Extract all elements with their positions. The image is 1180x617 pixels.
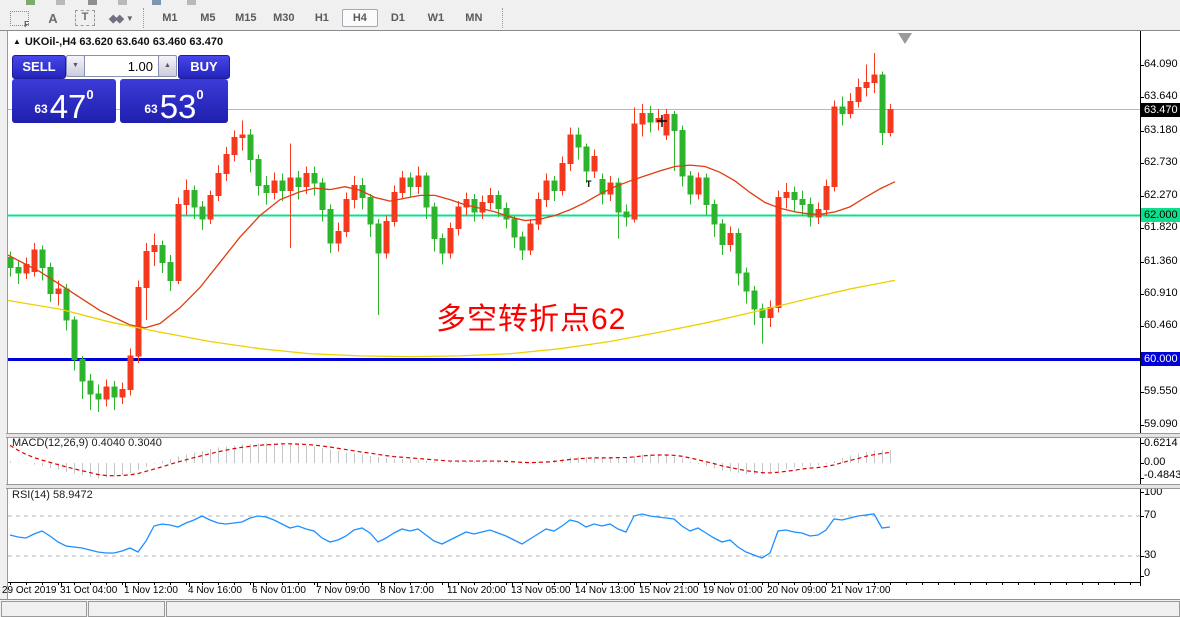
toolbar-separator [142, 8, 144, 28]
bottom-panel [166, 601, 1180, 617]
rsi-label: RSI(14) 58.9472 [12, 489, 93, 501]
pane-splitter[interactable] [6, 484, 1180, 489]
time-axis-label: 15 Nov 21:00 [639, 585, 699, 596]
template-letter: F [24, 19, 29, 29]
sell-price-prefix: 63 [34, 102, 48, 116]
current-price-badge: 63.470 [1141, 103, 1180, 117]
timeframe-m1-button[interactable]: M1 [162, 12, 178, 24]
clipped-icon [118, 0, 127, 5]
price-axis-label: 59.090 [1144, 418, 1178, 431]
price-axis-label: 64.090 [1144, 58, 1178, 71]
time-axis-label: 14 Nov 13:00 [575, 585, 635, 596]
buy-button[interactable]: BUY [178, 55, 230, 79]
clipped-icon [152, 0, 161, 5]
price-axis-label: 63.180 [1144, 123, 1178, 136]
clipped-icon [26, 0, 35, 5]
volume-decrease-button[interactable]: ▼ [66, 55, 85, 77]
price-axis-label: 62.730 [1144, 155, 1178, 168]
macd-label: MACD(12,26,9) 0.4040 0.3040 [12, 437, 162, 449]
chart-object-label: T [586, 179, 592, 189]
text-label-icon[interactable]: A [48, 10, 58, 26]
sell-price-sup: 0 [86, 87, 94, 102]
hline-60-badge: 60.000 [1141, 352, 1180, 366]
price-axis-label: 60.910 [1144, 286, 1178, 299]
toolbar: F A T ◆◆ ▼ M1 M5 M15 M30 H1 H4 D1 W1 MN [0, 6, 1180, 31]
volume-increase-button[interactable]: ▲ [158, 55, 177, 77]
time-axis-label: 7 Nov 09:00 [316, 585, 370, 596]
chart-shift-marker-icon[interactable] [898, 33, 912, 44]
price-axis-label: 61.820 [1144, 221, 1178, 234]
time-axis-label: 6 Nov 01:00 [252, 585, 306, 596]
clipped-icon [56, 0, 65, 5]
timeframe-h1-button[interactable]: H1 [314, 12, 329, 24]
buy-price-prefix: 63 [144, 102, 158, 116]
buy-price-big: 53 [159, 87, 197, 125]
macd-axis-label: 0.00 [1144, 456, 1166, 468]
timeframe-m30-button[interactable]: M30 [273, 12, 295, 24]
rsi-axis-label: 100 [1144, 486, 1163, 498]
clipped-icon [187, 0, 196, 5]
sell-button[interactable]: SELL [12, 55, 66, 79]
time-axis-label: 19 Nov 01:00 [703, 585, 763, 596]
symbol-ohlc-text: UKOil-,H4 63.620 63.640 63.460 63.470 [24, 36, 224, 48]
macd-axis-label: -0.4843 [1144, 469, 1180, 481]
chart-window-background [7, 31, 1180, 599]
time-axis-label: 1 Nov 12:00 [124, 585, 178, 596]
rsi-axis-label: 0 [1144, 567, 1151, 579]
clipped-icon [88, 0, 97, 5]
time-axis-label: 11 Nov 20:00 [447, 585, 506, 596]
volume-input[interactable] [84, 55, 160, 77]
time-axis-label: 21 Nov 17:00 [831, 585, 891, 596]
toolbar-separator [501, 8, 503, 28]
sell-price-big: 47 [49, 87, 87, 125]
timeframe-m15-button[interactable]: M15 [235, 12, 257, 24]
cursor-style-icon[interactable]: ◆◆ [109, 12, 124, 25]
pane-splitter[interactable] [6, 433, 1180, 438]
buy-price[interactable]: 63 53 0 [120, 79, 228, 123]
symbol-header: ▲ UKOil-,H4 63.620 63.640 63.460 63.470 [13, 36, 223, 48]
chart-template-icon[interactable]: F [10, 10, 29, 29]
price-axis-label: 63.640 [1144, 90, 1178, 103]
window-bottom-border [0, 599, 1180, 600]
bottom-tab[interactable] [1, 601, 87, 617]
price-axis-label: 62.270 [1144, 189, 1178, 202]
hline-62-badge: 62.000 [1141, 208, 1180, 222]
price-axis-label: 60.460 [1144, 319, 1178, 332]
rsi-axis-label: 30 [1144, 549, 1157, 561]
time-axis-label: 20 Nov 09:00 [767, 585, 827, 596]
time-axis-label: 13 Nov 05:00 [511, 585, 571, 596]
time-axis-label: 8 Nov 17:00 [380, 585, 434, 596]
bottom-tab[interactable] [88, 601, 165, 617]
collapse-panel-icon[interactable]: ▲ [13, 37, 21, 46]
time-axis-label: 4 Nov 16:00 [188, 585, 242, 596]
sell-price[interactable]: 63 47 0 [12, 79, 116, 123]
timeframe-m5-button[interactable]: M5 [200, 12, 216, 24]
chevron-down-icon[interactable]: ▼ [125, 13, 134, 23]
chart-text-annotation: 多空转折点62 [436, 303, 627, 336]
time-axis-label: 31 Oct 04:00 [60, 585, 118, 596]
macd-axis-label: 0.6214 [1144, 437, 1178, 450]
timeframe-mn-button[interactable]: MN [465, 12, 483, 24]
timeframe-d1-button[interactable]: D1 [390, 12, 405, 24]
rsi-axis-label: 70 [1144, 509, 1157, 521]
chart-canvas[interactable] [8, 31, 1148, 591]
time-axis-label: 29 Oct 2019 [2, 585, 57, 596]
timeframe-w1-button[interactable]: W1 [427, 12, 445, 24]
buy-price-sup: 0 [196, 87, 204, 102]
timeframe-h4-button[interactable]: H4 [341, 9, 378, 27]
price-axis-label: 61.360 [1144, 254, 1178, 267]
price-axis-label: 59.550 [1144, 384, 1178, 397]
text-box-icon[interactable]: T [75, 10, 95, 26]
